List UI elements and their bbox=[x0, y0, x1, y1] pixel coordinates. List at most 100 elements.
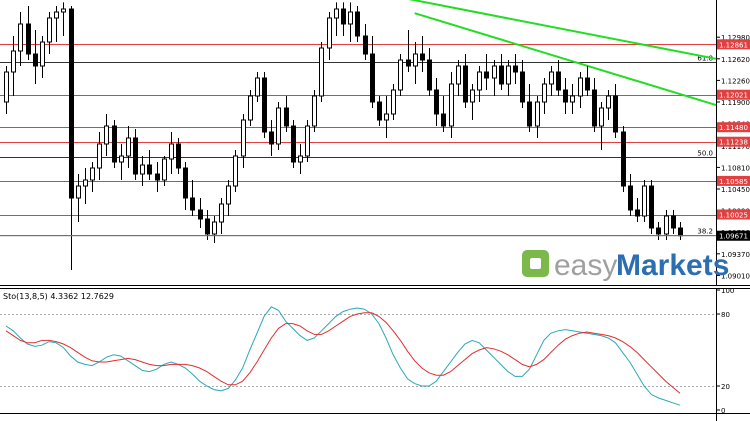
candle-body bbox=[319, 47, 324, 97]
candle-body bbox=[54, 11, 59, 19]
candle-body bbox=[520, 71, 525, 103]
level-price-tag bbox=[717, 136, 750, 147]
candle-body bbox=[621, 131, 626, 187]
candle-body bbox=[133, 137, 138, 175]
logo-word-markets: Markets bbox=[616, 249, 729, 282]
level-price-tag-label: 1.10585 bbox=[719, 178, 748, 186]
level-price-tag-label: 1.12021 bbox=[719, 92, 748, 100]
candle-body bbox=[112, 125, 117, 163]
candle-body bbox=[578, 77, 583, 97]
candle-body bbox=[147, 164, 152, 175]
candle-body bbox=[391, 89, 396, 115]
candle-body bbox=[90, 167, 95, 181]
level-price-tag bbox=[717, 89, 750, 100]
candle-body bbox=[348, 11, 353, 25]
candle-body bbox=[341, 8, 346, 25]
oscillator-tick-label: 80 bbox=[721, 311, 730, 319]
price-panel: 61.8 50.0 38.2 1.12980 1.12620 1.12260 1.1190… bbox=[0, 0, 750, 289]
level-price-tag-label: 1.11238 bbox=[719, 139, 748, 147]
level-price-tag bbox=[717, 39, 750, 50]
candle-body bbox=[69, 8, 74, 199]
price-tick-label: 1.09370 bbox=[721, 251, 750, 259]
candle-body bbox=[262, 77, 267, 133]
candle-body bbox=[305, 125, 310, 157]
candle-body bbox=[556, 71, 561, 91]
candle-body bbox=[126, 137, 131, 157]
fib-level-label: 61.8 bbox=[697, 55, 713, 63]
candle-body bbox=[241, 119, 246, 157]
candle-body bbox=[370, 53, 375, 103]
candle-body bbox=[11, 50, 16, 73]
fib-level-label: 38.2 bbox=[697, 228, 713, 236]
candle-body bbox=[492, 65, 497, 79]
candle-body bbox=[606, 95, 611, 109]
candle-body bbox=[212, 221, 217, 235]
price-tick-label: 1.12620 bbox=[721, 56, 750, 64]
candle-body bbox=[406, 59, 411, 67]
candle-body bbox=[592, 89, 597, 127]
level-price-tag bbox=[717, 175, 750, 186]
candle-body bbox=[61, 8, 66, 13]
candle-body bbox=[420, 53, 425, 61]
current-price-tag-label: 1.09671 bbox=[719, 233, 748, 241]
price-tick-label: 1.10810 bbox=[721, 164, 750, 172]
candle-body bbox=[18, 23, 23, 52]
candle-body bbox=[97, 143, 102, 169]
candle-body bbox=[291, 125, 296, 163]
horizontal-levels bbox=[0, 44, 716, 216]
candle-body bbox=[664, 215, 669, 235]
candle-body bbox=[226, 185, 231, 205]
candlesticks bbox=[4, 2, 683, 270]
candle-body bbox=[248, 95, 253, 121]
candle-body bbox=[434, 89, 439, 115]
candle-body bbox=[570, 95, 575, 103]
candle-body bbox=[155, 173, 160, 181]
candle-body bbox=[398, 59, 403, 91]
candle-body bbox=[470, 89, 475, 103]
candle-body bbox=[312, 95, 317, 127]
candle-body bbox=[506, 65, 511, 85]
candle-body bbox=[40, 41, 45, 67]
candle-body bbox=[599, 107, 604, 127]
oscillator-levels bbox=[0, 314, 716, 387]
fib-level-label: 50.0 bbox=[697, 150, 713, 158]
candle-body bbox=[119, 155, 124, 163]
candle-body bbox=[413, 53, 418, 67]
trendline bbox=[414, 12, 717, 107]
candle-body bbox=[33, 53, 38, 67]
candle-body bbox=[276, 107, 281, 145]
logo-mark-inner-icon bbox=[530, 258, 541, 269]
candle-body bbox=[499, 65, 504, 85]
price-tick-label: 1.10450 bbox=[721, 186, 750, 194]
candle-body bbox=[334, 8, 339, 19]
oscillator-axis-labels: 100 80 20 0 bbox=[716, 287, 734, 415]
level-price-tag-label: 1.10025 bbox=[719, 212, 748, 220]
candle-body bbox=[456, 65, 461, 85]
candle-body bbox=[384, 113, 389, 121]
candle-body bbox=[642, 185, 647, 217]
candle-body bbox=[162, 158, 167, 181]
oscillator-tick-label: 100 bbox=[721, 287, 734, 295]
candle-body bbox=[585, 77, 590, 91]
oscillator-series-line bbox=[5, 312, 681, 394]
candle-body bbox=[649, 185, 654, 229]
candle-body bbox=[377, 101, 382, 121]
candle-body bbox=[513, 65, 518, 73]
candle-body bbox=[176, 143, 181, 169]
candle-body bbox=[484, 71, 489, 79]
candle-body bbox=[549, 71, 554, 85]
candle-body bbox=[363, 35, 368, 55]
price-tick-label: 1.12260 bbox=[721, 77, 750, 85]
candle-body bbox=[327, 17, 332, 49]
candle-body bbox=[449, 83, 454, 127]
candle-body bbox=[628, 185, 633, 211]
candle-body bbox=[104, 125, 109, 145]
trendline bbox=[408, 0, 717, 60]
candle-body bbox=[269, 131, 274, 145]
candle-body bbox=[656, 227, 661, 235]
candle-body bbox=[198, 209, 203, 220]
stochastic-label: Sto(13,8,5) 4.3362 12.7629 bbox=[3, 292, 114, 301]
level-price-tag-label: 1.11480 bbox=[719, 124, 748, 132]
candle-body bbox=[355, 11, 360, 37]
